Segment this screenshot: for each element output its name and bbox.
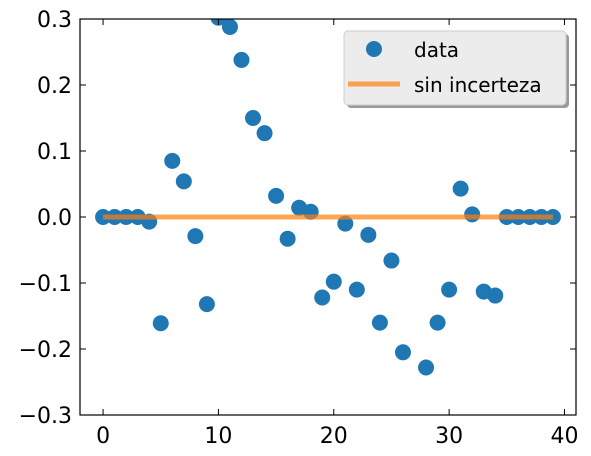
y-tick-label: 0.0: [37, 206, 72, 231]
data-point: [325, 273, 342, 290]
data-point: [360, 226, 377, 243]
data-point: [233, 51, 250, 68]
y-tick-label: −0.1: [19, 272, 72, 297]
legend-marker-data: [366, 41, 382, 57]
x-tick-label: 10: [204, 424, 232, 449]
data-point: [245, 110, 262, 126]
data-point: [279, 230, 296, 247]
data-point: [337, 215, 354, 232]
legend-label-sin-incerteza: sin incerteza: [414, 73, 542, 97]
legend: data sin incerteza: [343, 30, 569, 108]
data-point: [464, 206, 481, 223]
data-point: [371, 314, 388, 331]
data-point: [221, 19, 238, 35]
y-tick-label: 0.2: [37, 74, 72, 99]
data-point: [314, 289, 331, 306]
data-point: [164, 152, 181, 169]
data-point: [268, 187, 285, 204]
data-point: [198, 296, 215, 313]
data-point: [429, 314, 446, 331]
x-tick-label: 40: [550, 424, 578, 449]
data-point: [187, 228, 204, 245]
data-point: [418, 359, 435, 376]
y-tick-label: 0.3: [37, 8, 72, 33]
data-point: [452, 180, 469, 197]
x-tick-label: 20: [320, 424, 348, 449]
x-tick-label: 0: [96, 424, 110, 449]
y-tick-label: −0.2: [19, 338, 72, 363]
data-point: [441, 281, 458, 298]
data-point: [175, 173, 192, 190]
x-tick-label: 30: [435, 424, 463, 449]
data-point: [256, 125, 273, 142]
y-tick-label: −0.3: [19, 404, 72, 429]
legend-label-data: data: [414, 38, 459, 62]
data-point: [383, 252, 400, 269]
data-point: [152, 315, 169, 332]
data-point: [487, 287, 504, 304]
data-point: [348, 281, 365, 298]
data-point: [394, 344, 411, 361]
y-tick-label: 0.1: [37, 140, 72, 165]
